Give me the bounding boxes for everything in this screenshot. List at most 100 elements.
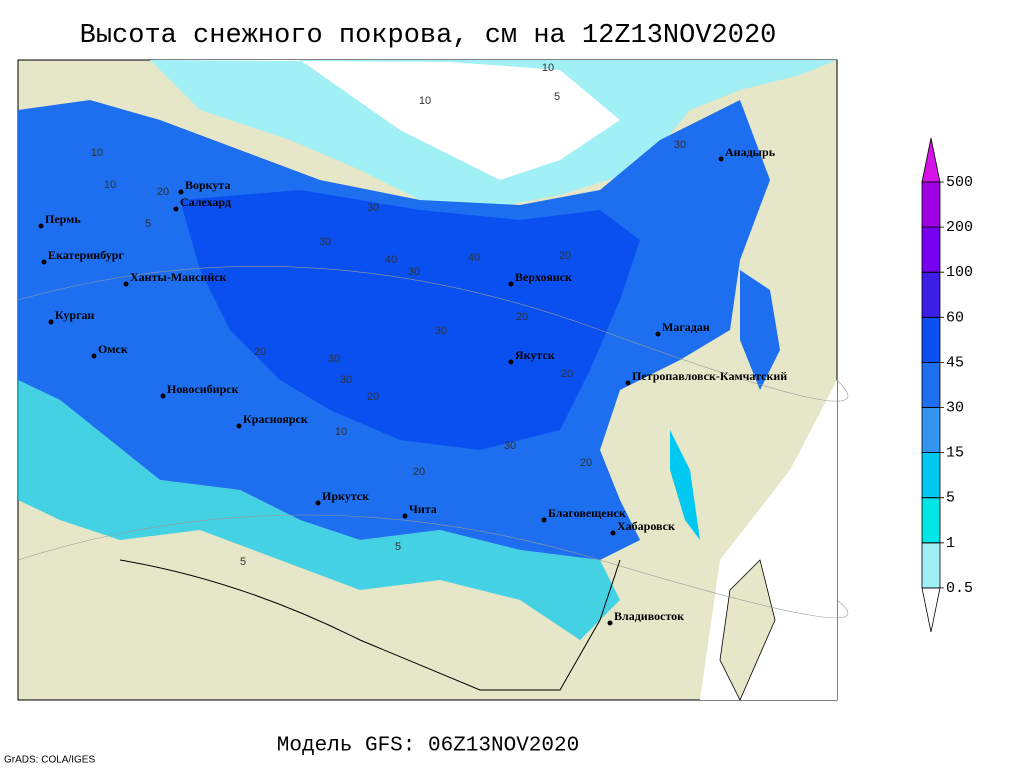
colorbar-label: 45 [946,354,964,371]
border [119,559,621,691]
contour-label: 20 [413,466,425,478]
city-dot [607,620,613,626]
colorbar-label: 100 [946,264,973,281]
contour-label: 5 [554,91,560,103]
contour-label: 10 [104,179,116,191]
colorbar-label: 5 [946,490,955,507]
contour-label: 20 [157,186,169,198]
colorbar-segment [921,316,941,363]
colorbar-label: 60 [946,309,964,326]
city-label: Петропавловск-Камчатский [632,369,787,383]
colorbar-label: 500 [946,174,973,191]
city-label: Салехард [180,195,231,209]
city-dot [178,189,184,195]
contour-label: 10 [91,147,103,159]
city-label: Верхоянск [515,270,572,284]
city-label: Благовещенск [548,506,626,520]
city-dot [123,281,129,287]
contour-label: 30 [504,440,516,452]
city-labels: Воркута Салехард Пермь Екатеринбург Ханты-Ма… [38,145,787,626]
arctic-ocean [150,60,620,180]
contour-label: 5 [145,218,151,230]
contour-label: 20 [254,346,266,358]
city-dot [718,156,724,162]
city-dot [315,500,321,506]
colorbar-segment [921,181,941,228]
city-label: Воркута [185,178,230,192]
city-label: Красноярск [243,412,308,426]
kamchatka [740,270,780,390]
snow-shallow [18,380,620,640]
city-label: Владивосток [614,609,684,623]
contour-label: 30 [408,266,420,278]
colorbar-label: 30 [946,399,964,416]
title: Высота снежного покрова, см на 12Z13NOV2… [80,21,777,51]
city-label: Екатеринбург [48,248,124,262]
contour-label: 20 [516,311,528,323]
contour-label: 40 [385,254,397,266]
city-dot [48,319,54,325]
city-label: Чита [409,502,437,516]
contour-label: 20 [559,250,571,262]
colorbar-label: 200 [946,219,973,236]
city-label: Хабаровск [617,519,675,533]
city-dot [541,517,547,523]
parallel [17,266,849,402]
contour-label: 20 [367,391,379,403]
colorbar-segment [921,226,941,273]
contour-label: 40 [468,252,480,264]
city-dot [402,513,408,519]
contour-label: 5 [240,556,246,568]
colorbar-segment [921,497,941,544]
city-dot [508,281,514,287]
city-label: Якутск [515,348,555,362]
map [17,59,849,701]
city-dot [508,359,514,365]
city-label: Анадырь [725,145,776,159]
contour-label: 5 [395,541,401,553]
city-dot [160,393,166,399]
city-label: Курган [55,308,95,322]
colorbar-segment [921,361,941,408]
contour-label: 30 [319,236,331,248]
colorbar-segment [921,137,941,183]
colorbar-segment [921,542,941,589]
city-label: Иркутск [322,489,369,503]
colorbar-label: 1 [946,535,955,552]
sakhalin [670,430,700,540]
city-dot [610,530,616,536]
japan [719,559,776,701]
colorbar-segment [921,587,941,632]
contour-label: 10 [335,426,347,438]
city-label: Магадан [662,320,710,334]
contour-label: 30 [674,139,686,151]
snow-deep [180,190,640,450]
contour-label: 20 [561,368,573,380]
colorbar-segment [921,271,941,318]
colorbar-segment [921,452,941,499]
city-label: Пермь [45,212,81,226]
contour-label: 30 [328,353,340,365]
contour-label: 20 [580,457,592,469]
credit: GrADS: COLA/IGES [4,755,95,766]
city-dot [655,331,661,337]
contour-label: 30 [367,202,379,214]
city-label: Омск [98,342,128,356]
city-label: Новосибирск [167,382,239,396]
colorbar-label: 15 [946,445,964,462]
colorbar-segment [921,407,941,453]
city-dot [91,353,97,359]
colorbar-label: 0.5 [946,580,973,597]
city-dot [625,380,631,386]
contour-label: 30 [435,325,447,337]
city-dot [38,223,44,229]
contour-label: 10 [542,62,554,74]
contour-label: 10 [419,95,431,107]
parallel [17,514,849,619]
contour-labels: 10 10 5 10 10 20 30 30 40 30 20 20 30 20… [91,62,686,568]
city-dot [236,423,242,429]
footer: Модель GFS: 06Z13NOV2020 [277,735,579,758]
city-label: Ханты-Мансийск [130,270,227,284]
